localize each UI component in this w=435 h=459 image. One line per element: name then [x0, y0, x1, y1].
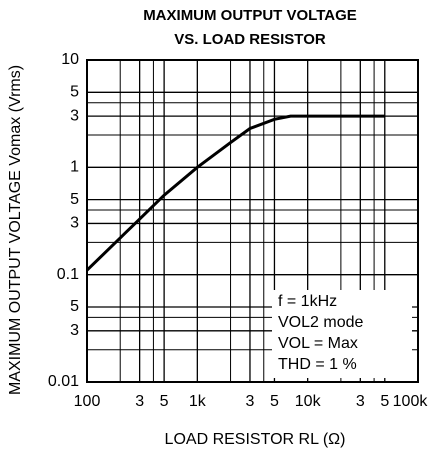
y-tick-label: 0.1: [57, 266, 79, 283]
y-tick-label: 5: [70, 298, 79, 315]
x-tick-label: 100k: [393, 393, 429, 410]
y-tick-label: 5: [70, 191, 79, 208]
x-tick-label: 100: [74, 393, 101, 410]
annotation: VOL2 mode: [278, 314, 363, 331]
x-tick-label: 3: [356, 393, 365, 410]
x-tick-label: 10k: [295, 393, 322, 410]
y-tick-label: 1: [70, 159, 79, 176]
y-axis-label: MAXIMUM OUTPUT VOLTAGE Vomax (Vrms): [7, 65, 24, 395]
x-tick-label: 5: [380, 393, 389, 410]
y-tick-label: 0.01: [48, 373, 79, 390]
x-axis-label: LOAD RESISTOR RL (Ω): [165, 431, 346, 448]
x-tick-label: 5: [270, 393, 279, 410]
x-tick-label: 5: [160, 393, 169, 410]
y-tick-label: 3: [70, 215, 79, 232]
y-tick-label: 10: [61, 51, 79, 68]
annotation-box: [272, 290, 412, 378]
x-tick-label: 3: [246, 393, 255, 410]
annotation: THD = 1 %: [278, 356, 357, 373]
chart-title: MAXIMUM OUTPUT VOLTAGE: [143, 7, 357, 24]
annotation: VOL = Max: [278, 335, 358, 352]
chart-title: VS. LOAD RESISTOR: [174, 31, 326, 48]
x-tick-label: 3: [135, 393, 144, 410]
data-line: [85, 114, 385, 272]
y-tick-label: 3: [70, 322, 79, 339]
annotation: f = 1kHz: [278, 293, 337, 310]
plot-frame: [86, 59, 419, 383]
y-tick-label: 3: [70, 107, 79, 124]
x-tick-label: 1k: [189, 393, 207, 410]
y-tick-label: 5: [70, 84, 79, 101]
